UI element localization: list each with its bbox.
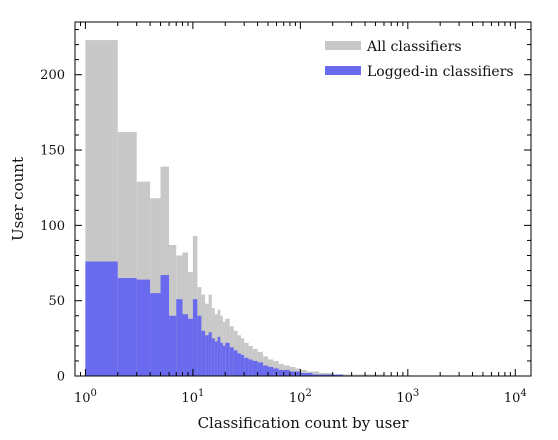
bar-logged-in-classifiers-10 (197, 315, 202, 376)
bar-all-classifiers-3 (150, 198, 161, 376)
bar-all-classifiers-5 (169, 244, 177, 376)
bar-logged-in-classifiers-1 (117, 278, 137, 376)
x-tick-label-1: 101 (181, 388, 204, 406)
bar-logged-in-classifiers-36 (306, 372, 313, 376)
x-axis-label: Classification count by user (198, 414, 410, 432)
bar-logged-in-classifiers-0 (85, 261, 118, 376)
bar-logged-in-classifiers-25 (248, 359, 253, 376)
x-axis-ticks: 100 101 102 103 104 (74, 22, 527, 406)
bar-logged-in-classifiers-6 (176, 299, 183, 376)
bar-logged-in-classifiers-8 (187, 318, 193, 376)
bar-logged-in-classifiers-15 (214, 341, 218, 376)
x-tick-label-2: 102 (289, 388, 312, 406)
legend-label-logged-in-classifiers: Logged-in classifiers (367, 64, 514, 80)
bar-logged-in-classifiers-40 (332, 374, 344, 376)
bar-logged-in-classifiers-26 (252, 360, 258, 376)
y-tick-label-3: 150 (40, 144, 65, 159)
x-tick-label-4: 104 (504, 388, 527, 406)
bar-logged-in-classifiers-27 (257, 362, 264, 376)
bar-all-classifiers-42 (354, 374, 366, 376)
bar-logged-in-classifiers-5 (169, 315, 177, 376)
bar-logged-in-classifiers-12 (205, 335, 209, 376)
y-tick-label-1: 50 (48, 294, 65, 309)
bar-all-classifiers-33 (289, 366, 296, 376)
bar-logged-in-classifiers-39 (326, 374, 333, 376)
bar-logged-in-classifiers-33 (289, 371, 296, 376)
bar-all-classifiers-35 (300, 369, 307, 376)
legend-label-all-classifiers: All classifiers (366, 39, 462, 55)
bar-logged-in-classifiers-37 (312, 374, 320, 376)
bar-logged-in-classifiers-22 (237, 353, 241, 376)
bar-logged-in-classifiers-23 (240, 354, 245, 376)
plot-frame (74, 21, 532, 377)
bar-logged-in-classifiers-17 (220, 342, 223, 376)
bar-logged-in-classifiers-7 (182, 314, 188, 376)
bar-logged-in-classifiers-29 (268, 366, 274, 376)
bar-all-classifiers-43 (365, 374, 376, 376)
bar-logged-in-classifiers-34 (295, 371, 301, 376)
y-tick-label-2: 100 (40, 219, 65, 234)
bar-all-classifiers-41 (343, 374, 355, 376)
bar-logged-in-classifiers-19 (225, 342, 230, 376)
bar-logged-in-classifiers-4 (160, 275, 170, 376)
legend: All classifiers Logged-in classifiers (325, 39, 514, 80)
x-tick-label-0: 100 (74, 388, 97, 406)
bar-logged-in-classifiers-16 (217, 336, 221, 376)
bar-logged-in-classifiers-14 (211, 338, 215, 376)
bar-logged-in-classifiers-21 (233, 350, 238, 376)
y-axis-ticks: 0 50 100 150 200 (40, 29, 531, 385)
y-tick-label-4: 200 (40, 68, 65, 83)
legend-swatch-all-classifiers (325, 41, 361, 50)
bar-all-classifiers-37 (312, 371, 320, 376)
bar-logged-in-classifiers-32 (283, 369, 290, 376)
bar-logged-in-classifiers-28 (263, 365, 269, 376)
bar-logged-in-classifiers-3 (150, 293, 161, 376)
bar-logged-in-classifiers-38 (319, 374, 327, 376)
y-tick-label-0: 0 (57, 370, 65, 385)
bar-logged-in-classifiers-2 (136, 279, 151, 376)
bar-logged-in-classifiers-24 (244, 357, 249, 376)
bar-logged-in-classifiers-13 (208, 332, 212, 376)
bar-all-classifiers-44 (375, 374, 384, 376)
x-tick-label-3: 103 (396, 388, 419, 406)
bar-logged-in-classifiers-9 (192, 299, 198, 376)
bar-logged-in-classifiers-20 (229, 347, 234, 376)
bar-logged-in-classifiers-11 (201, 330, 206, 376)
bar-logged-in-classifiers-31 (278, 369, 284, 376)
legend-swatch-logged-in-classifiers (325, 66, 361, 75)
bar-logged-in-classifiers-18 (222, 345, 226, 376)
bar-all-classifiers-4 (160, 166, 170, 376)
y-axis-label: User count (9, 157, 27, 241)
bar-logged-in-classifiers-35 (300, 372, 307, 376)
